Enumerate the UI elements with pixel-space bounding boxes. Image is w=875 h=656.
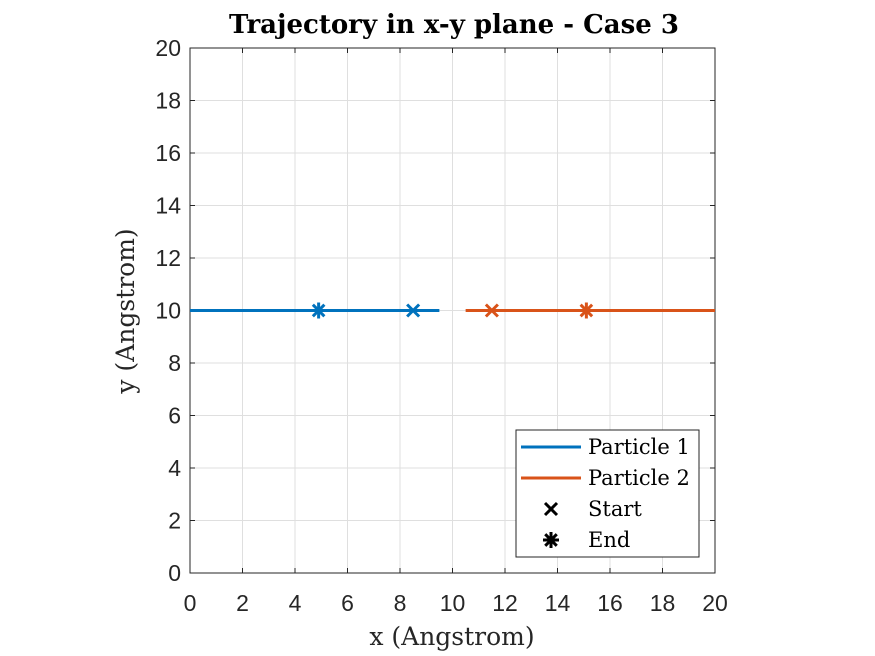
start-marker-particle-1 xyxy=(406,303,421,318)
y-tick-label: 16 xyxy=(155,140,181,166)
x-tick-label: 14 xyxy=(545,590,571,616)
start-marker-particle-2-stroke xyxy=(484,303,499,318)
x-tick-label: 8 xyxy=(394,590,407,616)
end-marker-particle-1-stroke xyxy=(311,303,326,318)
y-tick-label: 18 xyxy=(155,88,181,114)
legend-start-icon xyxy=(543,501,559,517)
y-tick-label: 0 xyxy=(168,560,181,586)
chart-title: Trajectory in x-y plane - Case 3 xyxy=(229,10,679,40)
y-tick-label: 6 xyxy=(168,403,181,429)
y-axis-label: y (Angstrom) xyxy=(111,228,140,394)
y-tick-label: 8 xyxy=(168,350,181,376)
x-tick-label: 18 xyxy=(650,590,676,616)
y-tick-label: 2 xyxy=(168,508,181,534)
end-marker-particle-1 xyxy=(310,302,327,319)
x-tick-label: 10 xyxy=(440,590,466,616)
legend-label-particle-1: Particle 1 xyxy=(588,435,690,459)
x-tick-label: 16 xyxy=(597,590,623,616)
ticks: 0 2 4 6 8 10 12 14 16 18 20 0 2 4 6 8 10 12 14 16 18 20 xyxy=(155,35,727,616)
x-axis-label: x (Angstrom) xyxy=(369,622,534,651)
legend-end-icon-stroke xyxy=(544,533,558,547)
legend-end-icon xyxy=(543,532,559,548)
x-tick-label: 12 xyxy=(492,590,518,616)
start-marker-particle-1-stroke xyxy=(406,303,421,318)
y-tick-label: 14 xyxy=(155,193,181,219)
y-tick-label: 4 xyxy=(168,455,181,481)
legend-start-icon-stroke xyxy=(543,501,559,517)
x-tick-label: 6 xyxy=(341,590,354,616)
end-marker-particle-2-stroke xyxy=(579,303,594,318)
x-tick-label: 0 xyxy=(184,590,197,616)
x-tick-label: 4 xyxy=(289,590,302,616)
end-marker-particle-2 xyxy=(578,302,595,319)
y-tick-label: 12 xyxy=(155,245,181,271)
legend-label-end: End xyxy=(588,528,630,552)
x-tick-label: 20 xyxy=(702,590,728,616)
legend-label-start: Start xyxy=(588,497,642,521)
series-layer xyxy=(190,302,715,319)
x-tick-label: 2 xyxy=(236,590,249,616)
legend-label-particle-2: Particle 2 xyxy=(588,466,690,490)
legend: Particle 1 Particle 2 Start End xyxy=(515,429,700,558)
start-marker-particle-2 xyxy=(484,303,499,318)
y-tick-label: 20 xyxy=(155,35,181,61)
y-tick-label: 10 xyxy=(155,298,181,324)
